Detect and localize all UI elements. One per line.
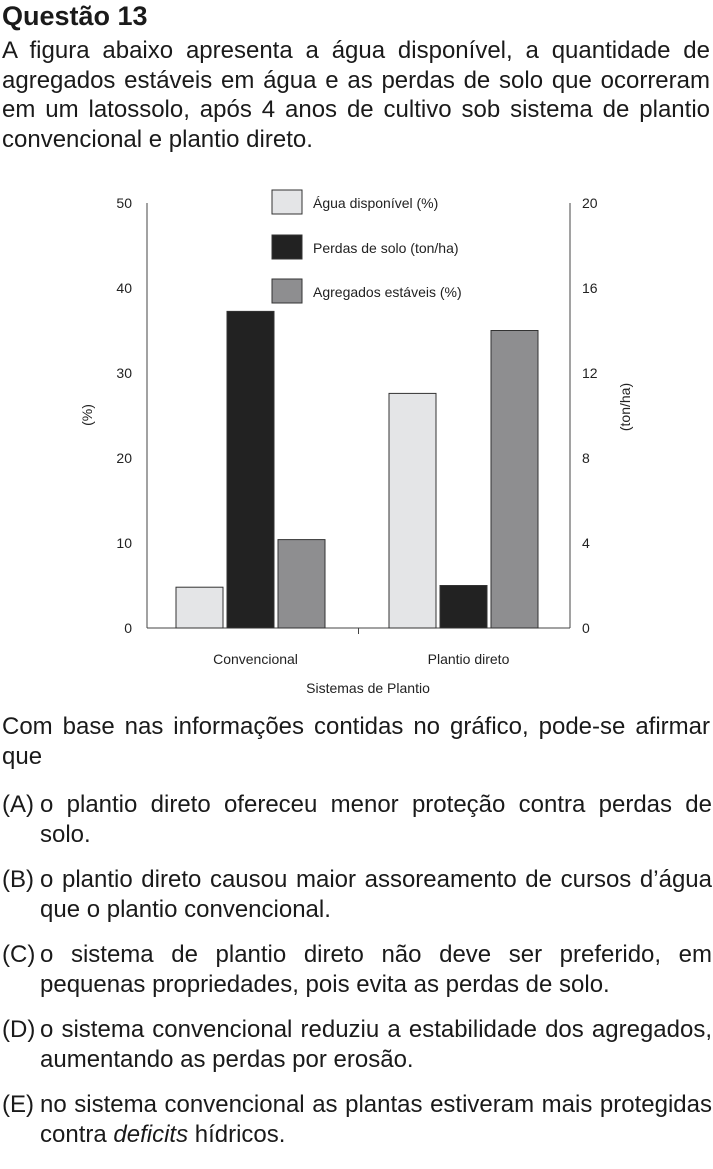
bar-agregados-estaveis [277, 539, 326, 629]
option-text-pre: no sistema convencional as plantas estiv… [40, 1091, 712, 1148]
option-letter: (E) [2, 1091, 34, 1118]
bar-agua-disponivel [175, 586, 224, 629]
option-letter: (B) [2, 866, 34, 893]
y-tick-label-right: 16 [582, 280, 598, 296]
y-axis-label-left: (%) [79, 404, 95, 426]
option-d[interactable]: (D) o sistema convencional reduziu a esta… [2, 1015, 712, 1075]
x-axis-title: Sistemas de Plantio [306, 680, 430, 696]
y-tick-label-right: 12 [582, 365, 598, 381]
legend-swatch [271, 189, 303, 215]
option-text-emph: deficits [113, 1121, 189, 1148]
y-tick-label-right: 4 [582, 535, 590, 551]
question-title: Questão 13 [2, 1, 148, 31]
y-tick-label-left: 30 [116, 365, 132, 381]
option-a[interactable]: (A) o plantio direto ofereceu menor prote… [2, 790, 712, 850]
bar-chart: 0 10 20 30 40 50 0 4 8 12 16 20 (%) (ton/ha) Sistemas … [79, 189, 633, 696]
option-text-post: hídricos. [188, 1121, 286, 1148]
x-category-label: Plantio direto [428, 651, 510, 667]
y-axis-label-right: (ton/ha) [617, 383, 633, 431]
legend-label: Água disponível (%) [313, 195, 438, 211]
y-tick-label-right: 20 [582, 195, 598, 211]
legend-label: Agregados estáveis (%) [313, 284, 462, 300]
legend-swatch [271, 234, 303, 260]
y-tick-label-right: 8 [582, 450, 590, 466]
y-tick-label-left: 50 [116, 195, 132, 211]
option-text: o plantio direto ofereceu menor proteção… [40, 791, 712, 848]
y-tick-label-left: 10 [116, 535, 132, 551]
y-tick-label-left: 0 [124, 620, 132, 636]
option-b[interactable]: (B) o plantio direto causou maior assorea… [2, 865, 712, 925]
option-text: o plantio direto causou maior assoreamen… [40, 866, 712, 923]
option-c[interactable]: (C) o sistema de plantio direto não deve … [2, 940, 712, 1000]
option-letter: (A) [2, 791, 34, 818]
y-tick-label-right: 0 [582, 620, 590, 636]
option-text: o sistema de plantio direto não deve ser… [40, 941, 712, 998]
y-tick-label-left: 40 [116, 280, 132, 296]
option-e[interactable]: (E) no sistema convencional as plantas es… [2, 1090, 712, 1150]
legend-label: Perdas de solo (ton/ha) [313, 240, 459, 256]
question-intro: A figura abaixo apresenta a água disponí… [2, 37, 710, 153]
x-category-label: Convencional [213, 651, 298, 667]
legend-swatch [271, 278, 303, 304]
bar-agua-disponivel [388, 392, 437, 629]
option-text: o sistema convencional reduziu a estabil… [40, 1016, 712, 1073]
bar-perdas-de-solo [226, 310, 275, 629]
answer-options: (A) o plantio direto ofereceu menor prote… [2, 790, 712, 1165]
bar-perdas-de-solo [439, 585, 488, 629]
y-tick-label-left: 20 [116, 450, 132, 466]
bar-agregados-estaveis [490, 330, 539, 629]
option-letter: (D) [2, 1016, 36, 1043]
question-prompt: Com base nas informações contidas no grá… [2, 713, 710, 770]
option-letter: (C) [2, 941, 36, 968]
